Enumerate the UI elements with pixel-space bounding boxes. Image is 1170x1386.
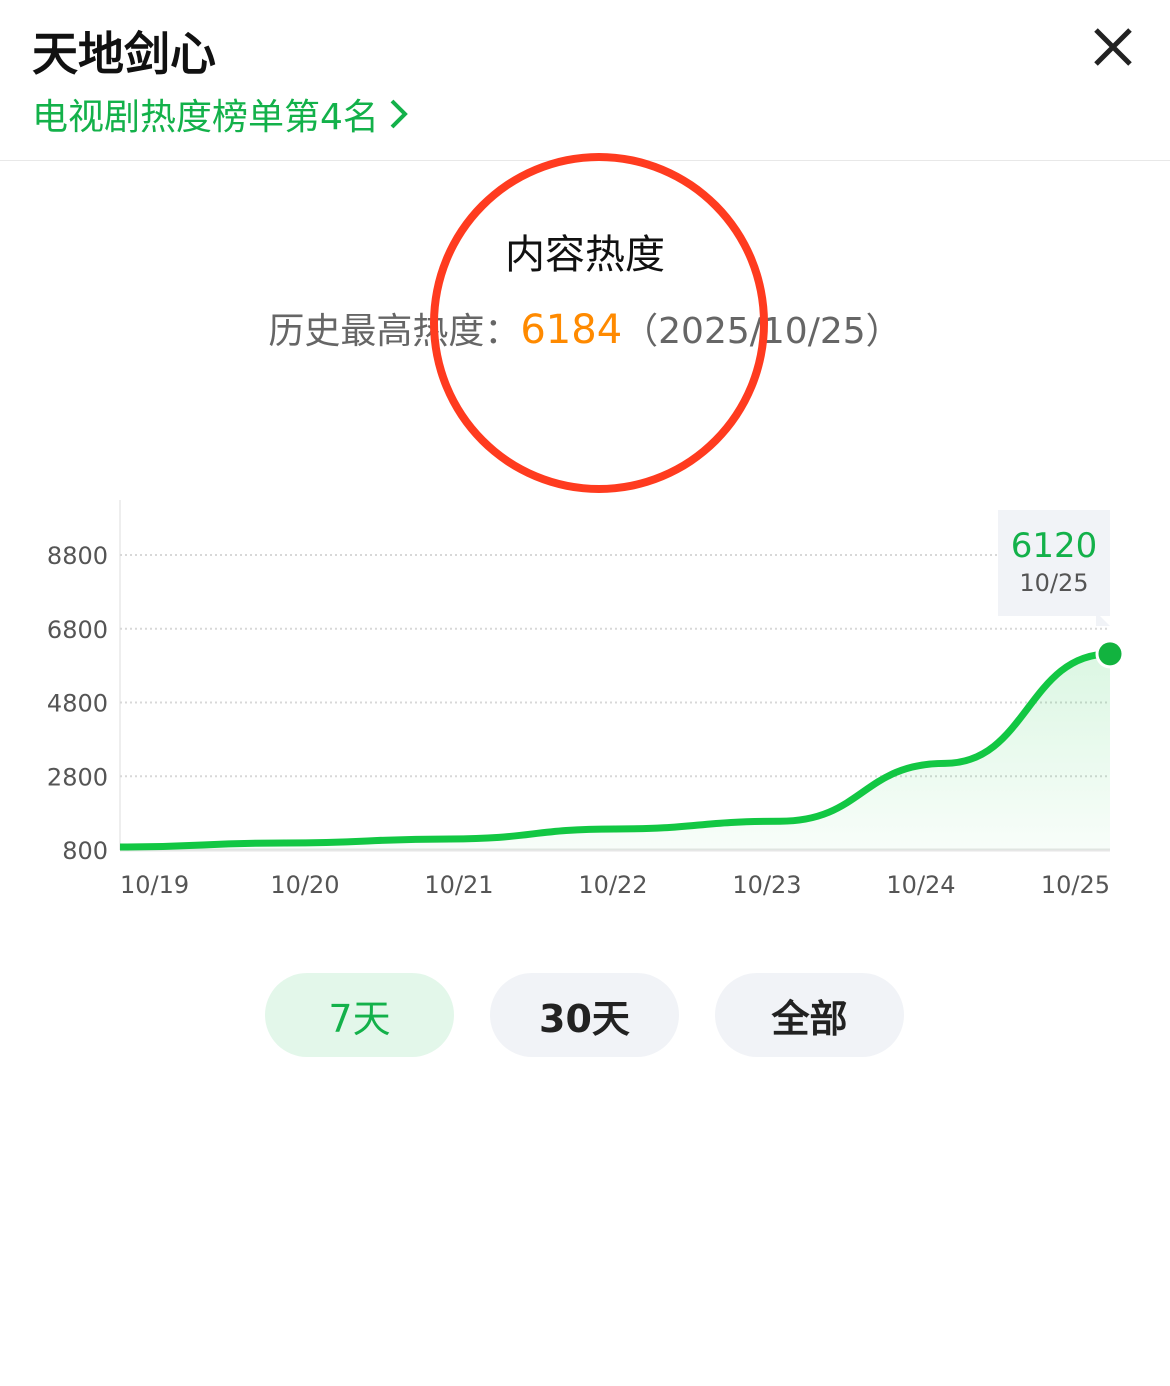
series-line (119, 650, 1111, 851)
x-tick-label: 10/21 (424, 871, 493, 899)
range-7d-button[interactable]: 7天 (265, 973, 454, 1057)
tooltip-value: 6120 (1011, 526, 1098, 566)
y-tick-label: 4800 (47, 690, 108, 718)
rank-label: 电视剧热度榜单第4名 (32, 97, 379, 138)
close-icon[interactable] (1088, 22, 1138, 72)
x-tick-label: 10/22 (578, 871, 647, 899)
x-tick-label: 10/20 (270, 871, 339, 899)
x-tick-label: 10/23 (732, 871, 801, 899)
drama-title: 天地剑心 (32, 27, 216, 81)
red-circle-annotation (430, 153, 768, 493)
range-all-button[interactable]: 全部 (715, 973, 904, 1057)
x-tick-label: 10/24 (886, 871, 955, 899)
y-tick-label: 2800 (47, 763, 108, 791)
range-30d-button[interactable]: 30天 (490, 973, 679, 1057)
tooltip-date: 10/25 (1019, 569, 1088, 597)
range-buttons: 7天 30天 全部 (265, 973, 904, 1057)
x-tick-label: 10/19 (120, 871, 189, 899)
heat-chart: 8800 6800 4800 2800 800 10/19 10/20 10/21 10/22 1… (47, 500, 1125, 899)
chevron-right-icon (390, 99, 408, 129)
y-tick-label: 800 (62, 837, 108, 865)
area-fill (120, 653, 1110, 850)
tooltip: 6120 10/25 (998, 510, 1110, 626)
data-point[interactable] (1095, 639, 1125, 669)
rank-link[interactable]: 电视剧热度榜单第4名 (32, 88, 411, 140)
x-tick-label: 10/25 (1041, 871, 1110, 899)
y-tick-label: 8800 (47, 542, 108, 570)
y-tick-label: 6800 (47, 616, 108, 644)
